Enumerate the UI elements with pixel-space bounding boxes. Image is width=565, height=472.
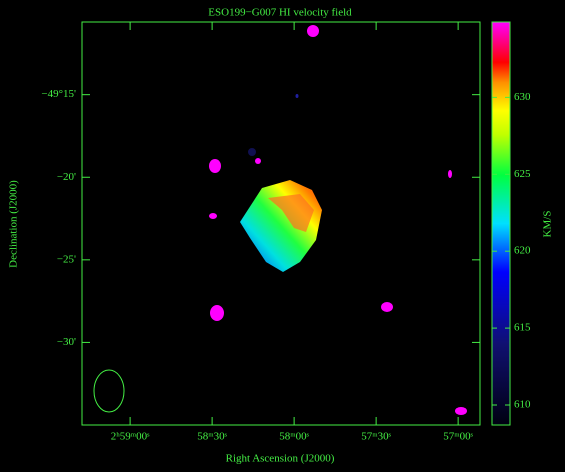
x-tick-label: 2ʰ59ᵐ00ˢ — [111, 431, 150, 443]
x-tick-label: 57ᵐ00ˢ — [443, 431, 473, 443]
y-tick-label: −30' — [57, 336, 76, 348]
x-tick-label: 58ᵐ30ˢ — [197, 431, 227, 443]
plot-frame — [81, 21, 481, 426]
colorbar-tick-label: 630 — [514, 91, 531, 103]
chart-title: ESO199−G007 HI velocity field — [208, 7, 352, 19]
x-tick-label: 57ᵐ30ˢ — [361, 431, 391, 443]
colorbar-tick-label: 620 — [514, 245, 531, 257]
colorbar-tick-label: 610 — [514, 399, 531, 411]
y-axis-label: Declination (J2000) — [8, 180, 20, 268]
sky-image — [209, 25, 467, 415]
colorbar-tick-label: 625 — [514, 168, 531, 180]
colorbar-tick-label: 615 — [514, 322, 531, 334]
colorbar-label: KM/S — [542, 211, 554, 238]
x-tick-label: 58ᵐ00ˢ — [279, 431, 309, 443]
colorbar — [492, 22, 510, 425]
y-tick-label: −20' — [57, 171, 76, 183]
x-axis-label: Right Ascension (J2000) — [226, 453, 335, 465]
y-tick-label: −25' — [57, 253, 76, 265]
y-tick-label: −49°15' — [41, 88, 76, 100]
beam — [93, 369, 125, 413]
colorbar-frame — [491, 21, 511, 426]
